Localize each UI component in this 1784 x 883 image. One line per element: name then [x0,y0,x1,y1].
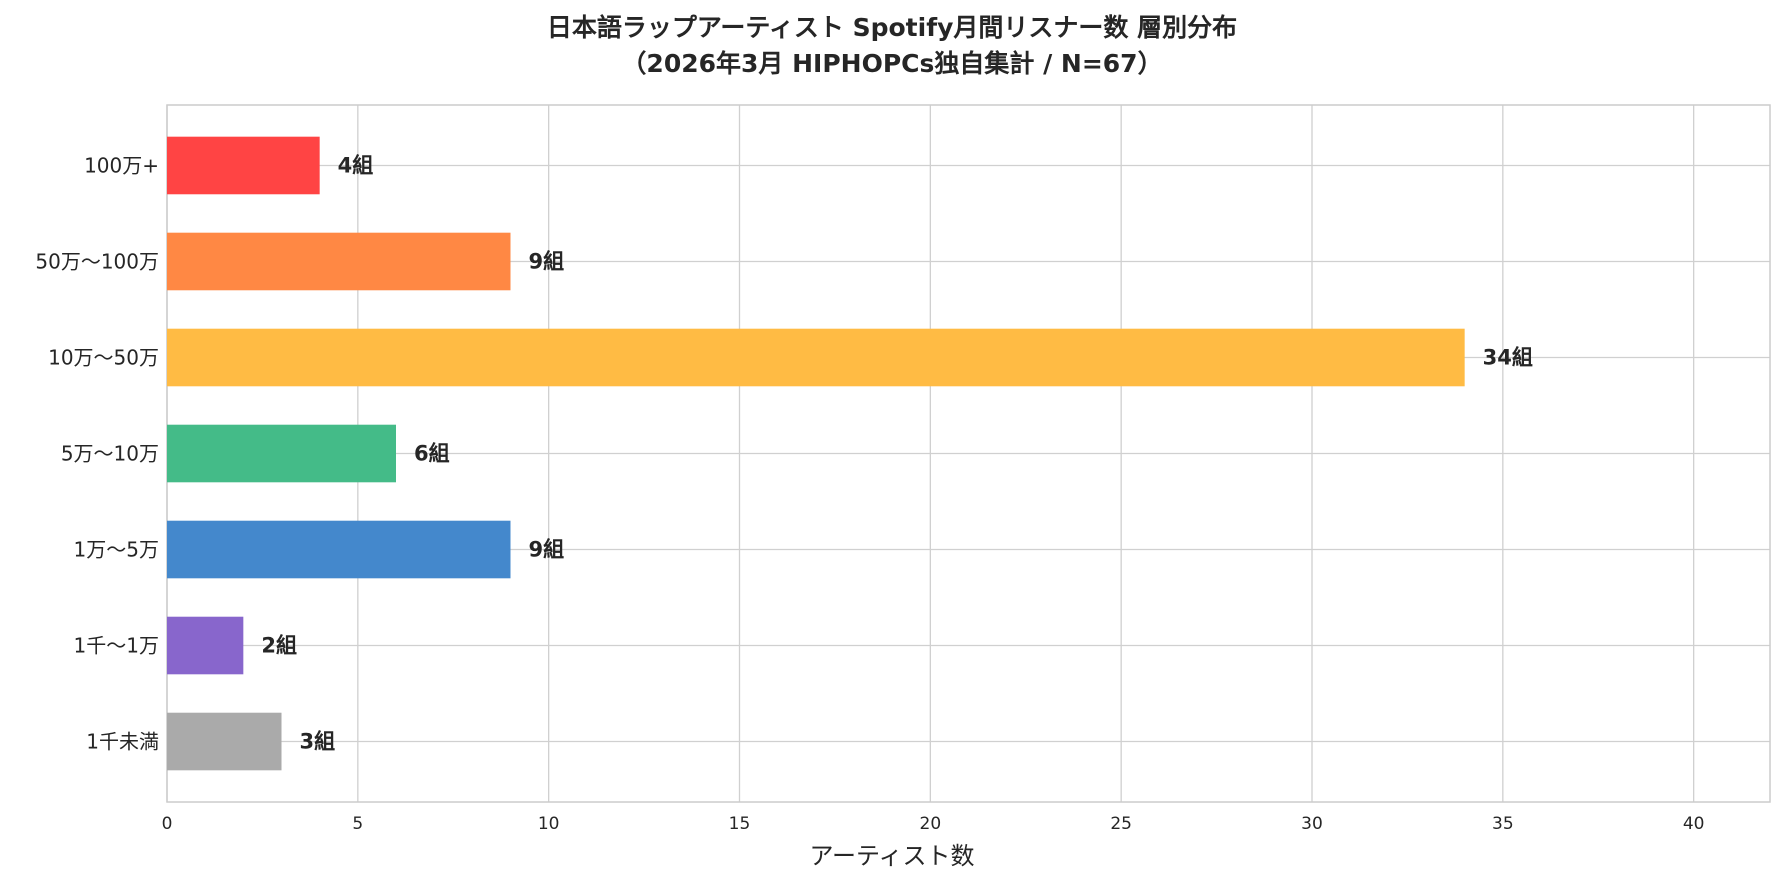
bar [167,232,511,291]
y-tick-label: 1千〜1万 [74,634,159,658]
y-tick-label: 100万+ [84,153,159,177]
x-tick-label: 30 [1301,814,1323,834]
x-tick-label: 40 [1683,814,1705,834]
bar [167,136,320,195]
data-label: 9組 [529,249,565,273]
data-label: 4組 [338,153,374,177]
x-tick-label: 0 [162,814,173,834]
y-tick-label: 1千未満 [86,730,159,754]
chart-subtitle: （2026年3月 HIPHOPCs独自集計 / N=67） [621,49,1163,78]
x-tick-label: 20 [920,814,942,834]
chart-title: 日本語ラップアーティスト Spotify月間リスナー数 層別分布 [546,13,1238,42]
bar [167,616,244,675]
x-tick-label: 35 [1492,814,1514,834]
y-tick-label: 1万〜5万 [74,538,159,562]
y-tick-label: 50万〜100万 [35,249,159,273]
bar [167,328,1465,387]
x-tick-label: 25 [1110,814,1132,834]
data-label: 3組 [300,730,336,754]
x-tick-label: 5 [352,814,363,834]
bar [167,424,396,483]
data-label: 34組 [1483,345,1533,369]
y-tick-label: 10万〜50万 [48,345,159,369]
data-label: 9組 [529,538,565,562]
bar [167,520,511,579]
y-tick-label: 5万〜10万 [61,442,159,466]
bar [167,712,282,771]
data-label: 6組 [414,442,450,466]
x-tick-label: 10 [538,814,560,834]
x-axis-label: アーティスト数 [809,842,975,870]
x-tick-label: 15 [729,814,751,834]
data-label: 2組 [261,634,297,658]
